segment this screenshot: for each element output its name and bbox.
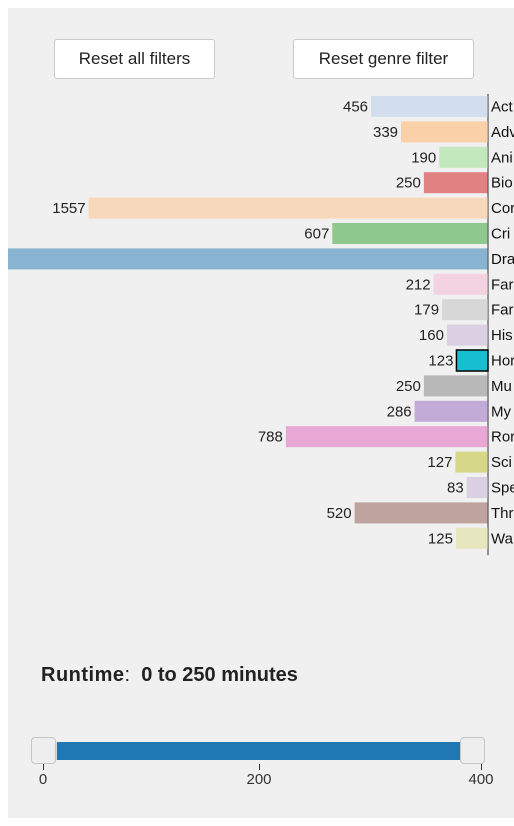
genre-bar[interactable] xyxy=(455,451,488,473)
reset-genre-filter-button[interactable]: Reset genre filter xyxy=(293,39,474,79)
genre-count-label: 190 xyxy=(411,149,436,166)
genre-count-label: 212 xyxy=(406,276,431,293)
runtime-slider-min-handle[interactable] xyxy=(31,737,56,764)
genre-name-label[interactable]: Bio xyxy=(491,175,513,192)
runtime-heading: Runtime: 0 to 250 minutes xyxy=(41,664,298,687)
genre-bar[interactable] xyxy=(423,375,488,397)
slider-axis-label-max: 400 xyxy=(468,771,494,788)
genre-name-label[interactable]: Act xyxy=(491,99,514,116)
genre-count-label: 125 xyxy=(428,530,453,547)
slider-axis-label-mid: 200 xyxy=(246,771,272,788)
genre-count-label: 520 xyxy=(327,505,352,522)
genre-bar[interactable] xyxy=(433,273,488,295)
genre-count-label: 339 xyxy=(373,124,398,141)
genre-bar[interactable] xyxy=(466,477,488,498)
genre-bar-chart: 456Act339Adv190Ani250Bio1557Cor607Cri656… xyxy=(8,94,514,556)
runtime-slider-range[interactable] xyxy=(57,742,461,760)
genre-count-label: 456 xyxy=(343,99,368,116)
runtime-separator: : xyxy=(124,664,131,686)
genre-name-label[interactable]: Mu xyxy=(491,378,512,395)
genre-name-label[interactable]: Ror xyxy=(491,429,514,446)
genre-count-label: 83 xyxy=(447,480,464,497)
genre-name-label[interactable]: Cri xyxy=(491,226,510,243)
genre-count-label: 123 xyxy=(428,353,453,370)
genre-name-label[interactable]: Hor xyxy=(491,353,514,370)
genre-name-label[interactable]: Far xyxy=(491,302,514,319)
genre-bar[interactable] xyxy=(371,96,488,117)
genre-bar[interactable] xyxy=(332,223,488,244)
filter-panel: Reset all filters Reset genre filter 456… xyxy=(8,8,514,818)
genre-name-label[interactable]: Thr xyxy=(491,505,514,522)
genre-count-label: 607 xyxy=(304,226,329,243)
genre-bar[interactable] xyxy=(285,426,488,448)
genre-count-label: 179 xyxy=(414,302,439,319)
genre-name-label[interactable]: Spe xyxy=(491,480,514,497)
genre-name-label[interactable]: My xyxy=(491,403,511,420)
slider-axis-tick xyxy=(43,764,44,770)
runtime-label: Runtime xyxy=(41,664,125,686)
slider-axis-label-min: 0 xyxy=(38,771,48,788)
genre-count-label: 788 xyxy=(258,429,283,446)
genre-bar[interactable] xyxy=(455,527,488,549)
genre-bar[interactable] xyxy=(401,121,488,143)
genre-count-label: 250 xyxy=(396,175,421,192)
genre-bar[interactable] xyxy=(446,324,488,346)
genre-bar[interactable] xyxy=(8,248,488,270)
genre-name-label[interactable]: Cor xyxy=(491,200,514,217)
genre-bar[interactable] xyxy=(442,299,488,321)
genre-bar[interactable] xyxy=(354,502,488,524)
genre-bar[interactable] xyxy=(455,349,489,372)
genre-name-label[interactable]: Dra xyxy=(491,251,514,268)
genre-bar[interactable] xyxy=(414,400,488,422)
slider-axis-tick xyxy=(481,764,482,770)
genre-bar[interactable] xyxy=(88,197,488,219)
runtime-slider-max-handle[interactable] xyxy=(460,737,485,764)
genre-count-label: 160 xyxy=(419,327,444,344)
genre-count-label: 127 xyxy=(427,454,452,471)
genre-count-label: 286 xyxy=(387,403,412,420)
genre-name-label[interactable]: Ani xyxy=(491,149,513,166)
genre-count-label: 250 xyxy=(396,378,421,395)
genre-bar[interactable] xyxy=(423,172,488,194)
genre-name-label[interactable]: Sci xyxy=(491,454,512,471)
slider-axis-tick xyxy=(259,764,260,770)
genre-count-label: 1557 xyxy=(52,200,85,217)
reset-all-filters-button[interactable]: Reset all filters xyxy=(54,39,215,79)
genre-name-label[interactable]: His xyxy=(491,327,513,344)
genre-name-label[interactable]: Far xyxy=(491,276,514,293)
genre-name-label[interactable]: Wa xyxy=(491,530,514,547)
runtime-range-text: 0 to 250 minutes xyxy=(141,664,298,686)
genre-bar[interactable] xyxy=(439,146,488,168)
genre-name-label[interactable]: Adv xyxy=(491,124,514,141)
